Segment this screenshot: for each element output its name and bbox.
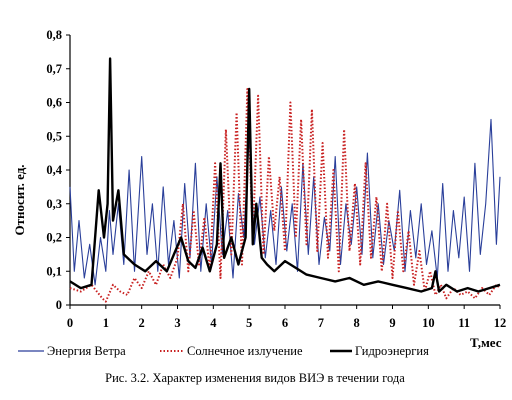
x-tick-label: 1 <box>103 316 109 330</box>
x-tick-label: 3 <box>174 316 180 330</box>
legend-label-solar: Солнечное излучение <box>187 344 303 358</box>
y-tick-label: 0,6 <box>46 96 62 110</box>
x-ticks: 0 1 2 3 4 5 6 7 8 9 10 11 12 <box>67 305 506 330</box>
y-ticks: 0 0,1 0,2 0,3 0,4 0,5 0,6 0,7 0,8 <box>46 28 70 312</box>
series-line-hydro <box>69 57 501 293</box>
y-tick-label: 0,1 <box>46 264 62 278</box>
y-axis-label: Относит. ед. <box>12 164 27 235</box>
figure-caption: Рис. 3.2. Характер изменения видов ВИЭ в… <box>105 371 405 385</box>
series-lines <box>69 57 501 303</box>
x-tick-label: 11 <box>458 316 470 330</box>
series-line-wind <box>69 118 501 286</box>
plot-area: 0 1 2 3 4 5 6 7 8 9 10 11 12 00,10,20,30,40,50,60,70… <box>46 28 506 330</box>
x-tick-label: 7 <box>318 316 324 330</box>
y-tick-label: 0 <box>56 298 62 312</box>
x-tick-label: 0 <box>67 316 73 330</box>
legend-label-hydro: Гидроэнергия <box>355 344 429 358</box>
x-tick-label: 10 <box>422 316 435 330</box>
x-tick-label: 8 <box>354 316 360 330</box>
y-tick-label: 0,4 <box>46 163 62 177</box>
x-tick-label: 4 <box>210 316 217 330</box>
y-tick-label: 0,3 <box>46 197 62 211</box>
x-tick-label: 12 <box>494 316 507 330</box>
x-tick-label: 9 <box>389 316 395 330</box>
y-tick-label: 0,8 <box>46 28 62 42</box>
y-tick-label: 0,2 <box>46 231 62 245</box>
y-tick-label: 0,5 <box>46 129 62 143</box>
legend-label-wind: Энергия Ветра <box>47 344 126 358</box>
x-tick-label: 6 <box>282 316 288 330</box>
x-tick-label: 5 <box>246 316 252 330</box>
x-tick-label: 2 <box>139 316 145 330</box>
x-axis-label: T,мес <box>470 335 502 350</box>
y-tick-label: 0,7 <box>46 62 62 76</box>
legend: Энергия Ветра Солнечное излучение Гидроэ… <box>18 344 429 358</box>
